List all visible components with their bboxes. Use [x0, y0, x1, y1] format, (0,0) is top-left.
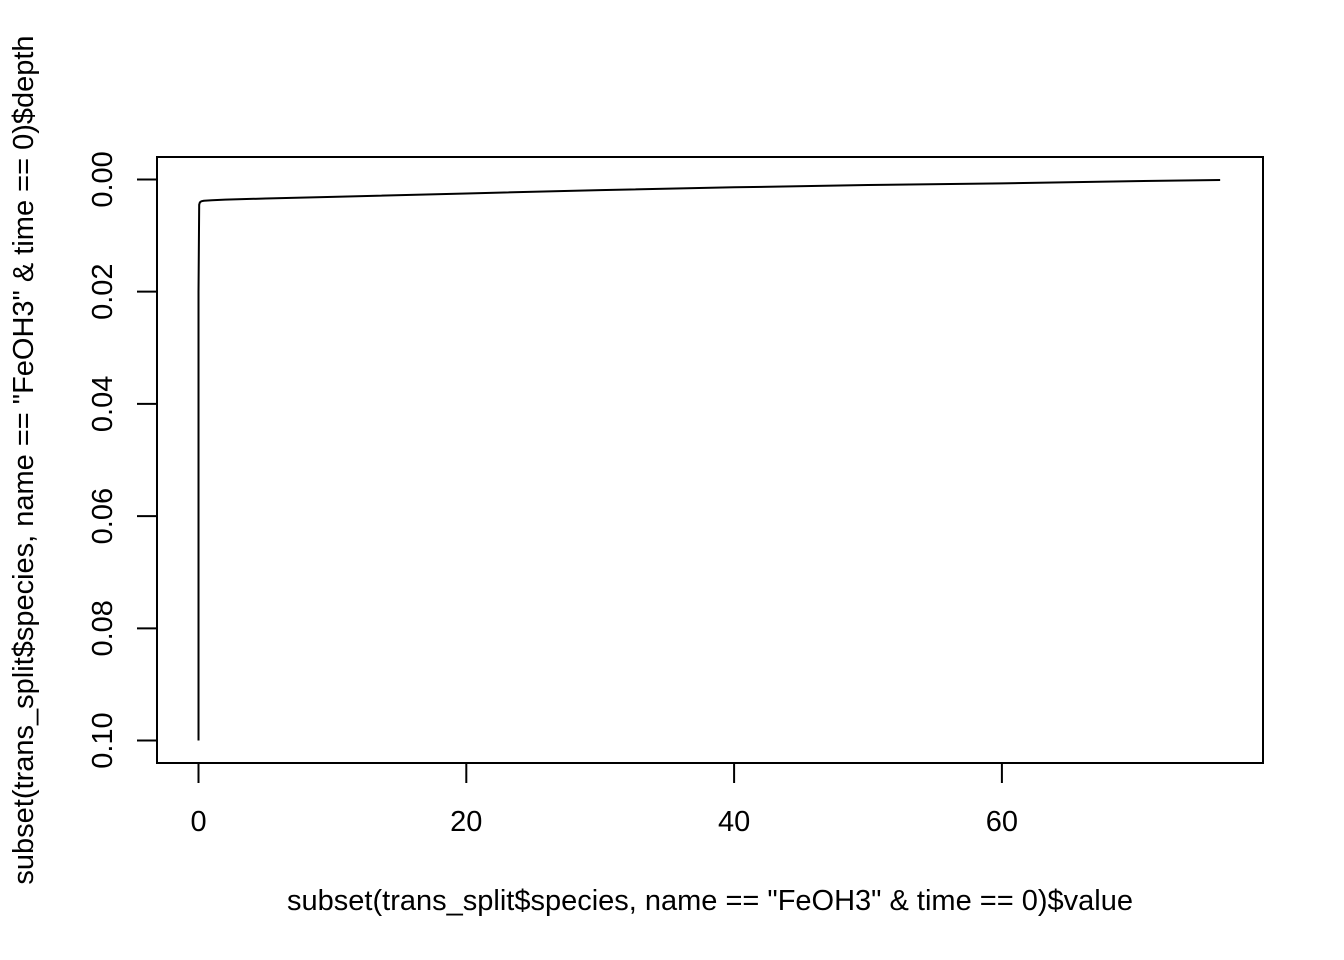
y-axis-title: subset(trans_split$species, name == "FeO…: [8, 35, 40, 884]
x-tick-label: 40: [718, 806, 750, 838]
plot-frame: [156, 156, 1264, 764]
y-tick-label: 0.06: [87, 488, 119, 544]
series-line: [197, 179, 1221, 741]
y-tick-label: 0.10: [87, 712, 119, 768]
y-tick-label: 0.00: [87, 151, 119, 207]
x-tick-label: 20: [450, 806, 482, 838]
x-axis: 0 20 40 60: [190, 762, 1018, 838]
y-tick-label: 0.08: [87, 600, 119, 656]
y-tick-label: 0.02: [87, 263, 119, 319]
y-tick-label: 0.04: [87, 376, 119, 432]
x-axis-title: subset(trans_split$species, name == "FeO…: [287, 885, 1133, 917]
series-layer: [197, 179, 1221, 741]
x-tick-label: 60: [986, 806, 1018, 838]
y-axis: 0.00 0.02 0.04 0.06 0.08 0.10: [87, 151, 158, 769]
x-tick-label: 0: [190, 806, 206, 838]
